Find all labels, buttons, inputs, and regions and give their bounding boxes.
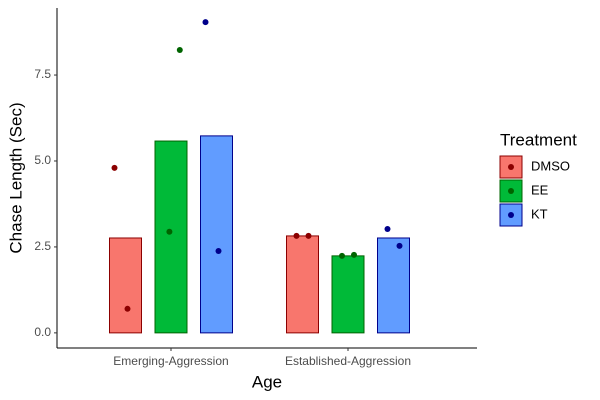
data-point xyxy=(384,226,391,233)
bar xyxy=(331,255,365,334)
bar xyxy=(154,140,188,334)
y-tick-label: 2.5 xyxy=(34,239,51,253)
bar xyxy=(286,235,319,334)
legend-label: EE xyxy=(531,182,549,197)
legend-title: Treatment xyxy=(500,130,577,149)
bar xyxy=(377,237,410,334)
legend-label: DMSO xyxy=(531,158,570,173)
x-tick-label: Emerging-Aggression xyxy=(113,354,228,368)
data-point xyxy=(396,242,403,249)
data-point xyxy=(293,232,300,239)
data-point xyxy=(166,228,173,235)
y-tick-label: 7.5 xyxy=(34,67,51,81)
bar xyxy=(200,135,233,334)
data-point xyxy=(215,248,222,255)
data-point xyxy=(202,19,209,26)
data-point xyxy=(111,164,118,171)
legend-key-point xyxy=(508,164,514,170)
x-axis-title: Age xyxy=(252,372,282,391)
data-point xyxy=(124,305,131,312)
y-tick-label: 5.0 xyxy=(34,153,51,167)
legend-key-point xyxy=(508,212,514,218)
y-tick-label: 0.0 xyxy=(34,325,51,339)
x-tick-label: Established-Aggression xyxy=(285,354,411,368)
legend-label: KT xyxy=(531,206,548,221)
legend-key-point xyxy=(508,188,514,194)
bar xyxy=(109,237,142,334)
data-point xyxy=(176,46,183,53)
data-point xyxy=(339,252,345,259)
data-point xyxy=(305,232,312,239)
y-axis-title: Chase Length (Sec) xyxy=(6,102,25,253)
data-point xyxy=(351,251,357,258)
